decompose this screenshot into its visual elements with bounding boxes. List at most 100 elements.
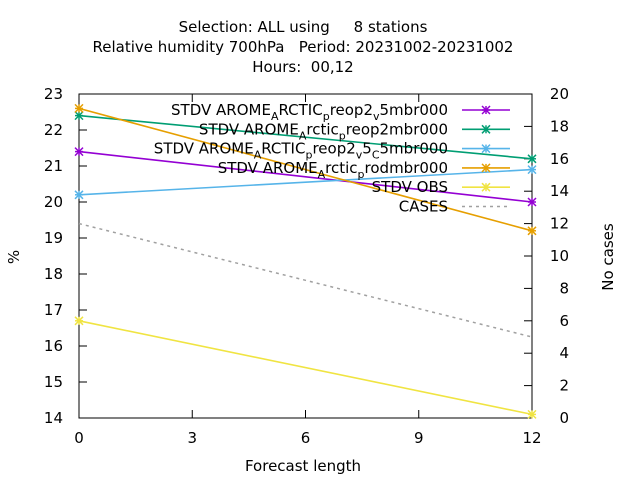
legend-label: STDV OBS [372, 178, 448, 196]
series-line [78, 114, 533, 160]
data-point [527, 409, 537, 419]
series-4 [74, 103, 537, 236]
series-6 [78, 222, 533, 338]
y2-tick-label: 16 [550, 150, 569, 168]
title-line-1: Selection: ALL using 8 stations [179, 18, 428, 36]
legend-entry-6: CASES [399, 198, 510, 216]
y-tick-label: 15 [44, 373, 63, 391]
y-tick-label: 22 [44, 121, 63, 139]
legend-marker-sample [481, 144, 491, 154]
legend-text-part: STDV AROME [218, 159, 318, 177]
x-axis-label: Forecast length [245, 457, 361, 475]
series-line [78, 168, 533, 196]
legend-subscript: C [372, 149, 380, 162]
legend-marker-sample [481, 182, 491, 192]
series-5 [74, 316, 537, 419]
y2-tick-label: 8 [559, 279, 569, 297]
x-tick-label: 3 [187, 429, 197, 447]
y-tick-label: 17 [44, 301, 63, 319]
legend-text-part: CASES [399, 198, 448, 216]
data-point [527, 165, 537, 175]
title-line-2: Relative humidity 700hPa Period: 2023100… [93, 38, 514, 56]
data-point [74, 111, 84, 121]
x-tick-label: 0 [74, 429, 84, 447]
legend-subscript: p [323, 110, 330, 123]
series-1 [74, 147, 537, 207]
y-tick-label: 21 [44, 157, 63, 175]
y2-tick-label: 6 [559, 312, 569, 330]
legend-label: CASES [399, 198, 448, 216]
y-tick-label: 19 [44, 229, 63, 247]
y2-tick-label: 0 [559, 409, 569, 427]
y-tick-label: 18 [44, 265, 63, 283]
y2-tick-label: 14 [550, 182, 569, 200]
legend-marker-sample [481, 163, 491, 173]
y2-tick-label: 20 [550, 85, 569, 103]
series-line [78, 320, 533, 416]
legend-subscript: p [339, 129, 346, 142]
y2-axis-label: No cases [599, 223, 617, 291]
y-tick-label: 16 [44, 337, 63, 355]
legend-text-part: STDV AROME [171, 101, 271, 119]
series-3 [74, 165, 537, 200]
legend-text-part: rctic [325, 159, 357, 177]
x-tick-label: 9 [414, 429, 424, 447]
legend-marker-sample [481, 124, 491, 134]
legend-entry-3: STDV AROMEARCTICpreop2v5C5mbr000 [154, 140, 510, 162]
legend-text-part: rodmbr000 [365, 159, 448, 177]
x-tick-label: 6 [301, 429, 311, 447]
data-point [74, 103, 84, 113]
plot-frame [78, 93, 533, 419]
legend-text-part: RCTIC [261, 140, 305, 158]
series-layer [74, 103, 537, 419]
legend-subscript: A [318, 168, 326, 181]
y2-tick-label: 2 [559, 377, 569, 395]
y-axis-label: % [5, 250, 23, 264]
series-2 [74, 111, 537, 164]
data-point [527, 226, 537, 236]
data-point [527, 154, 537, 164]
data-point [527, 197, 537, 207]
legend-subscript: A [299, 129, 307, 142]
series-line [78, 150, 533, 203]
chart-title: Selection: ALL using 8 stations Relative … [93, 18, 514, 76]
legend-entry-2: STDV AROMEArcticpreop2mbr000 [199, 120, 510, 142]
y2-tick-label: 18 [550, 117, 569, 135]
y2-tick-label: 4 [559, 344, 569, 362]
legend-text-part: reop2mbr000 [346, 120, 448, 138]
x-tick-label: 12 [522, 429, 541, 447]
legend-subscript: A [254, 149, 262, 162]
data-point [74, 316, 84, 326]
legend-text-part: STDV AROME [154, 140, 254, 158]
data-point [74, 190, 84, 200]
legend-text-part: 5 [362, 140, 372, 158]
legend-text-part: STDV OBS [372, 178, 448, 196]
y-tick-label: 23 [44, 85, 63, 103]
y-tick-label: 14 [44, 409, 63, 427]
legend-text-part: rctic [306, 120, 338, 138]
legend-text-part: 5mbr000 [380, 101, 448, 119]
legend-label: STDV AROMEARCTICpreop2v5C5mbr000 [154, 140, 448, 162]
legend-label: STDV AROMEArcticpreop2mbr000 [199, 120, 448, 142]
legend-marker-sample [481, 105, 491, 115]
legend-text-part: reop2 [312, 140, 355, 158]
legend-text-part: 5mbr000 [380, 140, 448, 158]
legend-entry-5: STDV OBS [372, 178, 510, 196]
plot-border [78, 93, 533, 419]
legend-subscript: p [305, 149, 312, 162]
title-line-3: Hours: 00,12 [252, 58, 353, 76]
legend-text-part: STDV AROME [199, 120, 299, 138]
y2-tick-label: 10 [550, 247, 569, 265]
legend-subscript: p [358, 168, 365, 181]
axis-ticks: 14 15 16 17 18 19 20 21 22 23 0 2 4 6 8 10 12 14 16 18 20 0 3 6… [44, 85, 569, 447]
legend-text-part: RCTIC [278, 101, 322, 119]
series-line [78, 222, 533, 338]
legend-subscript: v [373, 110, 380, 123]
y-tick-label: 20 [44, 193, 63, 211]
legend-label: STDV AROMEARCTICpreop2v5mbr000 [171, 101, 448, 123]
legend-label: STDV AROMEArcticprodmbr000 [218, 159, 448, 181]
legend-entry-1: STDV AROMEARCTICpreop2v5mbr000 [171, 101, 510, 123]
legend-entry-4: STDV AROMEArcticprodmbr000 [218, 159, 510, 181]
